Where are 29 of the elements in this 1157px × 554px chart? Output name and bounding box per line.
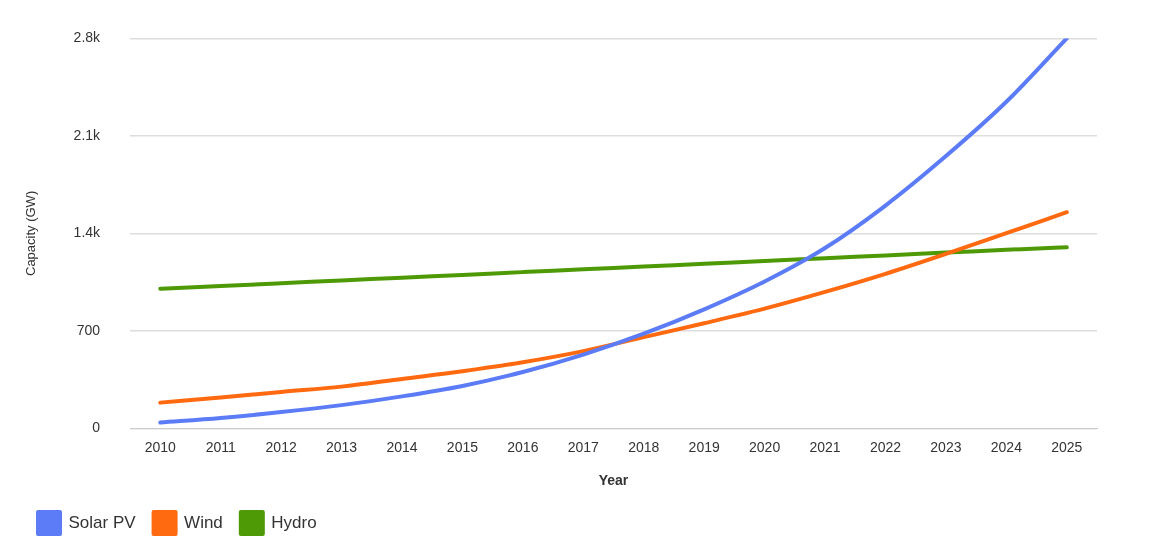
x-tick-label: 2017 xyxy=(567,438,600,455)
x-tick-label: 2023 xyxy=(930,438,962,455)
y-tick-label: 2.8k xyxy=(73,29,102,46)
line-series xyxy=(158,245,1069,291)
x-tick-label: 2020 xyxy=(749,438,781,455)
x-axis-title: Year xyxy=(598,472,629,489)
y-tick-label: 2.1k xyxy=(73,126,102,143)
x-tick-label: 2010 xyxy=(144,438,177,455)
x-tick-label: 2012 xyxy=(265,438,297,455)
x-tick-label: 2011 xyxy=(205,438,236,455)
x-tick-label: 2025 xyxy=(1051,438,1083,455)
x-tick-label: 2015 xyxy=(446,438,479,455)
line-series xyxy=(158,38,1069,425)
line-series xyxy=(158,210,1069,405)
x-tick-label: 2016 xyxy=(507,438,539,455)
x-tick-label: 2014 xyxy=(386,438,418,455)
legend-label: Hydro xyxy=(271,512,317,532)
y-tick-label: 700 xyxy=(76,321,101,338)
y-axis-title: Capacity (GW) xyxy=(23,190,39,277)
x-tick-label: 2018 xyxy=(628,438,660,455)
x-tick-label: 2021 xyxy=(809,438,841,455)
x-tick-label: 2019 xyxy=(688,438,720,455)
x-tick-label: 2024 xyxy=(990,438,1023,455)
y-tick-label: 0 xyxy=(92,419,101,436)
x-tick-label: 2013 xyxy=(326,438,358,455)
x-tick-label: 2022 xyxy=(869,438,902,455)
y-tick-label: 1.4k xyxy=(73,224,102,241)
legend-label: Wind xyxy=(184,512,223,532)
legend-label: Solar PV xyxy=(68,512,137,532)
